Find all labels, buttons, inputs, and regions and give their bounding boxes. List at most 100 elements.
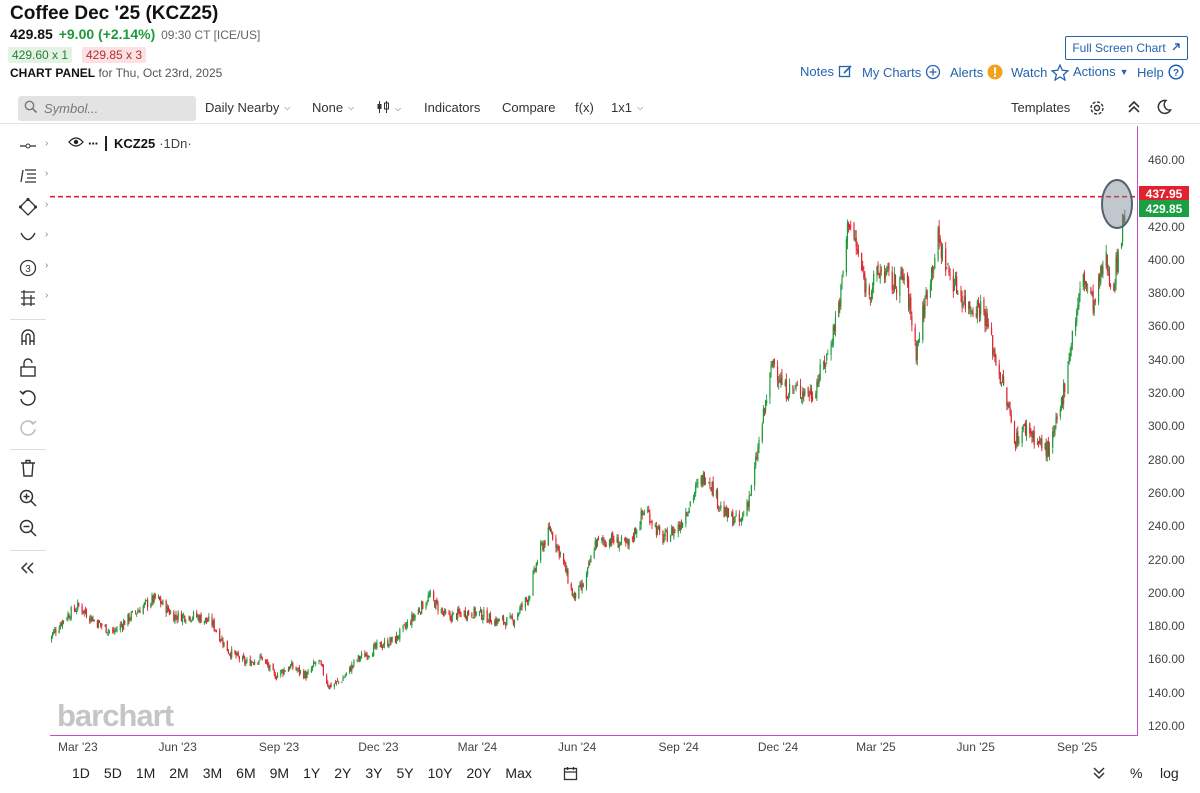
magnet-icon[interactable] (18, 326, 44, 350)
line-tool-icon[interactable]: › (18, 134, 48, 158)
notes-link[interactable]: Notes (800, 64, 853, 79)
candle-body (1002, 376, 1005, 386)
undo-icon[interactable] (18, 386, 44, 410)
candle-body (957, 291, 959, 295)
templates-button[interactable]: Templates (1011, 100, 1071, 115)
redo-icon[interactable] (18, 416, 44, 440)
period-dropdown[interactable]: Daily Nearby ⌵ (205, 100, 291, 115)
candle-body (365, 654, 367, 657)
candle-body (761, 424, 763, 442)
indicators-button[interactable]: Indicators (424, 100, 481, 115)
candle-body (290, 664, 292, 669)
range-button-3y[interactable]: 3Y (365, 765, 383, 781)
collapse-sidebar-icon[interactable] (18, 556, 44, 580)
range-button-5y[interactable]: 5Y (396, 765, 414, 781)
candle-body (562, 553, 565, 562)
candle-body (361, 653, 363, 657)
actions-menu[interactable]: Actions ▼ (1073, 64, 1129, 79)
calendar-icon[interactable] (563, 766, 578, 786)
candle-body (319, 660, 321, 662)
candle-body (868, 286, 870, 295)
candle-body (960, 290, 962, 297)
candle-body (819, 364, 821, 381)
candle-body (196, 612, 198, 617)
candle-body (1046, 442, 1048, 458)
numbered-marker-icon[interactable]: 3 › (18, 256, 48, 280)
measure-tool-icon[interactable]: › (18, 286, 48, 310)
watch-link[interactable]: Watch (1011, 64, 1070, 81)
range-button-2y[interactable]: 2Y (334, 765, 352, 781)
candle-body (112, 630, 114, 632)
trash-icon[interactable] (18, 456, 44, 480)
candle-body (488, 613, 490, 622)
candle-body (97, 620, 100, 629)
chart-type-dropdown[interactable]: ⌵ (376, 100, 401, 117)
overlay-dropdown[interactable]: None ⌵ (312, 100, 354, 115)
price-chart[interactable] (50, 126, 1138, 734)
range-button-1y[interactable]: 1Y (303, 765, 321, 781)
zoom-out-icon[interactable] (18, 516, 44, 540)
candle-body (108, 630, 110, 632)
log-scale-button[interactable]: log (1160, 765, 1179, 781)
my-charts-link[interactable]: My Charts (862, 64, 941, 80)
range-button-1d[interactable]: 1D (72, 765, 90, 781)
full-screen-chart-button[interactable]: Full Screen Chart (1065, 36, 1188, 60)
range-button-max[interactable]: Max (505, 765, 532, 781)
candle-body (743, 514, 745, 515)
collapse-down-icon[interactable] (1093, 766, 1105, 785)
candle-body (429, 592, 431, 595)
range-button-3m[interactable]: 3M (202, 765, 223, 781)
candle-body (900, 270, 902, 280)
shape-tool-icon[interactable]: › (18, 195, 48, 219)
more-options-icon[interactable]: ··· (88, 136, 99, 151)
range-button-10y[interactable]: 10Y (427, 765, 453, 781)
range-button-9m[interactable]: 9M (269, 765, 290, 781)
candle-body (978, 305, 981, 317)
candle-body (311, 665, 314, 669)
zoom-in-icon[interactable] (18, 486, 44, 510)
range-button-1m[interactable]: 1M (135, 765, 156, 781)
percent-scale-button[interactable]: % (1130, 765, 1143, 781)
visibility-eye-icon[interactable] (68, 136, 84, 151)
candle-body (402, 624, 404, 630)
unlock-icon[interactable] (18, 356, 44, 380)
candle-body (258, 660, 260, 664)
dark-mode-moon-icon[interactable] (1156, 99, 1172, 115)
arc-tool-icon[interactable]: › (18, 225, 48, 249)
candle-body (53, 630, 55, 634)
candle-body (298, 666, 300, 674)
candle-body (213, 619, 215, 631)
candle-body (925, 292, 927, 297)
alerts-link[interactable]: Alerts (950, 64, 1003, 80)
candle-body (436, 599, 438, 603)
collapse-up-icon[interactable] (1127, 99, 1141, 115)
candle-body (273, 670, 275, 674)
range-button-2m[interactable]: 2M (169, 765, 189, 781)
candle-body (322, 665, 324, 675)
candle-body (750, 485, 752, 495)
candle-body (666, 531, 668, 542)
candle-body (1052, 431, 1054, 448)
chevron-down-icon: ⌵ (284, 102, 291, 112)
help-link[interactable]: Help ? (1137, 64, 1184, 80)
range-button-6m[interactable]: 6M (236, 765, 256, 781)
symbol-search-input[interactable]: Symbol... (18, 96, 196, 121)
layout-dropdown[interactable]: 1x1 ⌵ (611, 100, 643, 115)
range-button-5d[interactable]: 5D (103, 765, 122, 781)
candle-body (434, 600, 436, 608)
candle-body (534, 569, 536, 571)
candle-body (815, 393, 817, 399)
candle-body (422, 601, 424, 610)
candle-body (895, 289, 898, 294)
candle-body (677, 524, 679, 533)
settings-gear-icon[interactable] (1089, 100, 1105, 116)
candle-body (93, 620, 95, 621)
fibonacci-tool-icon[interactable]: › (18, 164, 48, 188)
candle-body (1101, 266, 1103, 274)
compare-button[interactable]: Compare (502, 100, 556, 115)
candle-body (399, 629, 401, 639)
candle-body (972, 312, 974, 316)
function-button[interactable]: f(x) (575, 100, 594, 115)
range-button-20y[interactable]: 20Y (466, 765, 492, 781)
candle-body (150, 603, 152, 608)
